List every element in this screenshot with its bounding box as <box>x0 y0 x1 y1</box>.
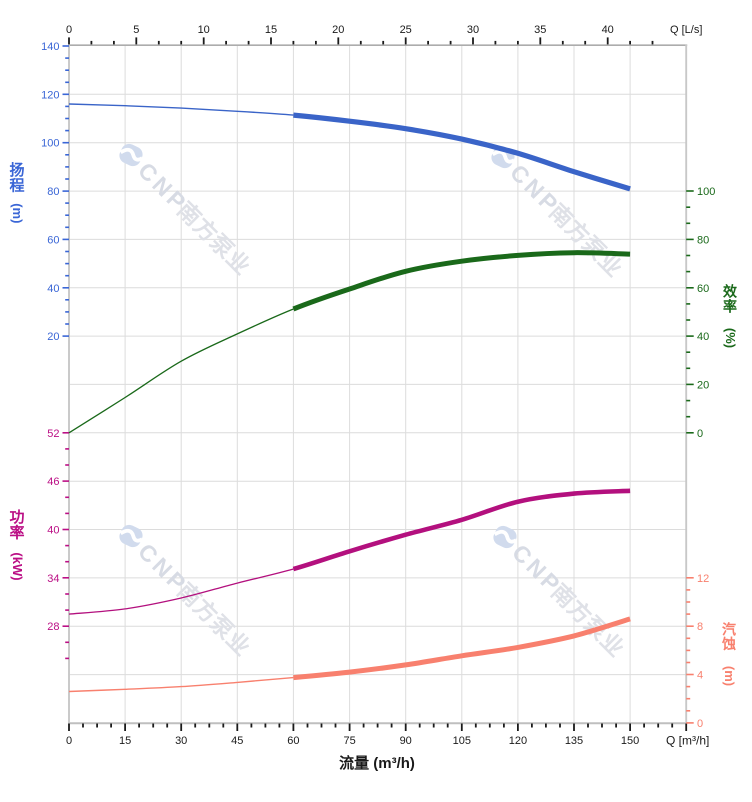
svg-text:40: 40 <box>697 331 709 343</box>
svg-text:40: 40 <box>602 24 614 36</box>
svg-text:0: 0 <box>697 428 703 440</box>
svg-text:15: 15 <box>119 735 131 747</box>
svg-text:120: 120 <box>41 89 59 101</box>
svg-text:率: 率 <box>9 524 24 542</box>
svg-text:率: 率 <box>723 299 737 315</box>
svg-text:28: 28 <box>47 621 59 633</box>
svg-text:15: 15 <box>265 24 277 36</box>
svg-text:35: 35 <box>534 24 546 36</box>
svg-text:80: 80 <box>697 234 709 246</box>
svg-text:150: 150 <box>621 735 639 747</box>
svg-text:效: 效 <box>723 284 738 300</box>
svg-text:80: 80 <box>47 186 59 198</box>
svg-text:汽: 汽 <box>722 622 736 638</box>
svg-text:135: 135 <box>565 735 583 747</box>
svg-text:75: 75 <box>343 735 355 747</box>
svg-text:Q [L/s]: Q [L/s] <box>670 24 702 36</box>
svg-text:52: 52 <box>47 428 59 440</box>
svg-text:45: 45 <box>231 735 243 747</box>
svg-text:蚀: 蚀 <box>721 636 736 652</box>
svg-text:8: 8 <box>697 621 703 633</box>
svg-text:Q [m³/h]: Q [m³/h] <box>666 734 709 748</box>
svg-text:(m): (m) <box>10 203 25 223</box>
svg-text:30: 30 <box>175 735 187 747</box>
svg-text:20: 20 <box>332 24 344 36</box>
svg-text:105: 105 <box>453 735 471 747</box>
svg-text:(%): (%) <box>723 328 738 348</box>
svg-text:100: 100 <box>41 138 59 150</box>
svg-text:120: 120 <box>509 735 527 747</box>
svg-text:10: 10 <box>198 24 210 36</box>
svg-text:程: 程 <box>9 178 24 195</box>
svg-text:20: 20 <box>47 331 59 343</box>
svg-text:40: 40 <box>47 283 59 295</box>
svg-text:60: 60 <box>697 283 709 295</box>
svg-text:140: 140 <box>41 41 59 53</box>
svg-text:60: 60 <box>47 234 59 246</box>
svg-text:100: 100 <box>697 186 715 198</box>
svg-text:20: 20 <box>697 379 709 391</box>
svg-text:40: 40 <box>47 525 59 537</box>
svg-text:0: 0 <box>66 735 72 747</box>
svg-text:90: 90 <box>400 735 412 747</box>
svg-text:30: 30 <box>467 24 479 36</box>
svg-text:0: 0 <box>697 718 703 730</box>
svg-text:流量 (m³/h): 流量 (m³/h) <box>339 754 415 772</box>
svg-text:12: 12 <box>697 573 709 585</box>
svg-text:(kW): (kW) <box>10 552 25 580</box>
svg-text:扬: 扬 <box>9 161 24 179</box>
svg-text:25: 25 <box>400 24 412 36</box>
svg-text:功: 功 <box>9 509 24 526</box>
svg-text:60: 60 <box>287 735 299 747</box>
svg-text:4: 4 <box>697 670 703 682</box>
svg-text:(m): (m) <box>722 666 737 686</box>
svg-text:0: 0 <box>66 24 72 36</box>
svg-text:46: 46 <box>47 476 59 488</box>
svg-text:34: 34 <box>47 573 59 585</box>
svg-text:5: 5 <box>133 24 139 36</box>
